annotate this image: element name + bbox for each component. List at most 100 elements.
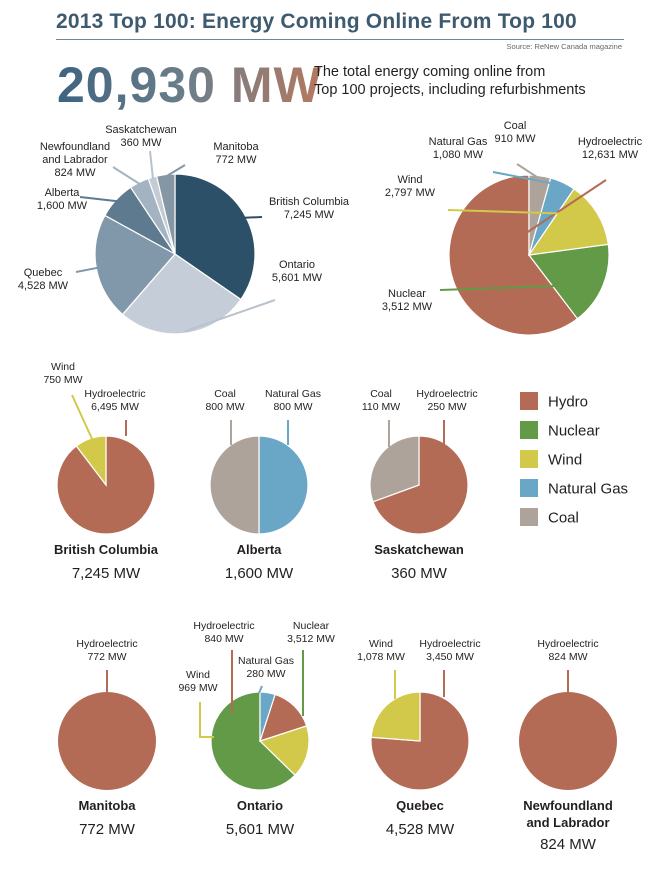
manitoba-slice-hydroelectric [58,692,156,790]
quebec-pie [370,691,470,791]
source-value-coal: 910 MW [495,133,537,145]
province-label-saskatchewan: Saskatchewan [105,124,177,136]
province-label-british-columbia: British Columbia [269,196,350,208]
manitoba-label-hydroelectric: Hydroelectric [76,638,137,650]
province-value-ontario: 5,601 MW [272,272,323,284]
province-label-quebec: Quebec [24,267,63,279]
alberta-slice-coal [209,435,260,535]
source-value-natural-gas: 1,080 MW [433,149,484,161]
province-value-quebec: 4,528 MW [18,280,69,292]
ontario-title: Ontario [237,798,283,813]
manitoba-total: 772 MW [79,821,136,838]
source-label-coal: Coal [504,120,527,132]
saskatchewan-title: Saskatchewan [374,542,464,557]
british-columbia-leader-wind [71,394,94,442]
newfoundland-value-hydroelectric: 824 MW [548,651,587,663]
quebec-total: 4,528 MW [386,821,455,838]
ontario-leader-wind [199,702,214,738]
saskatchewan-total: 360 MW [391,565,448,582]
legend-swatch-wind [520,450,538,468]
saskatchewan-label-coal: Coal [370,388,392,400]
ontario-value-wind: 969 MW [178,682,217,694]
saskatchewan-value-coal: 110 MW [362,401,400,413]
alberta-label-natural-gas: Natural Gas [265,388,321,400]
source-leader-coal [516,163,541,180]
province-leader-alberta [79,196,118,203]
quebec-value-wind: 1,078 MW [357,651,405,663]
british-columbia-value-hydroelectric: 6,495 MW [91,401,139,413]
alberta-label-coal: Coal [214,388,236,400]
saskatchewan-slice-hydroelectric [372,435,469,535]
source-leader-nuclear [439,283,601,291]
british-columbia-label-hydroelectric: Hydroelectric [84,388,145,400]
source-label-nuclear: Nuclear [388,288,426,300]
newfoundland-title-line1: Newfoundland [523,798,613,813]
british-columbia-slice-wind [75,435,107,487]
saskatchewan-pie [369,435,469,535]
ontario-slice-wind [258,725,310,777]
newfoundland-slice-hydroelectric [519,692,617,790]
source-value-wind: 2,797 MW [385,187,436,199]
source-label-hydroelectric: Hydroelectric [578,136,643,148]
source-leader-natural-gas [492,171,562,187]
quebec-slice-hydroelectric [370,691,470,791]
source-slice-hydroelectric [448,174,579,336]
alberta-value-natural-gas: 800 MW [273,401,312,413]
province-leader-saskatchewan [149,150,155,180]
ontario-total: 5,601 MW [226,821,295,838]
quebec-value-hydroelectric: 3,450 MW [426,651,474,663]
province-slice-manitoba [155,173,176,255]
quebec-title: Quebec [396,798,444,813]
saskatchewan-label-hydroelectric: Hydroelectric [416,388,477,400]
quebec-label-hydroelectric: Hydroelectric [419,638,480,650]
saskatchewan-value-hydroelectric: 250 MW [427,401,466,413]
ontario-value-natural-gas: 280 MW [246,668,285,680]
ontario-label-wind: Wind [186,669,210,681]
legend-label-natural-gas: Natural Gas [548,481,628,498]
province-value-alberta: 1,600 MW [37,200,88,212]
province-leader-quebec [75,266,99,273]
province-leader-british-columbia [244,216,263,219]
source-slice-nuclear [527,243,610,320]
source-pie [448,174,610,336]
ontario-leader-natural-gas [258,685,263,694]
quebec-label-wind: Wind [369,638,393,650]
manitoba-value-hydroelectric: 772 MW [87,651,126,663]
page-title: 2013 Top 100: Energy Coming Online From … [56,10,577,33]
alberta-pie [209,435,309,535]
province-value-newfoundland-and-labrador: 824 MW [55,167,97,179]
source-slice-wind [527,188,609,256]
newfoundland-title-line2: and Labrador [526,815,609,830]
british-columbia-value-wind: 750 MW [43,374,82,386]
province-label-ontario: Ontario [279,259,315,271]
quebec-slice-wind [370,691,421,742]
province-label-newfoundland-and-labrador-line2: and Labrador [42,154,108,166]
legend-swatch-coal [520,508,538,526]
legend-label-wind: Wind [548,452,582,469]
source-label-wind: Wind [397,174,422,186]
newfoundland-pie [519,692,617,790]
british-columbia-total: 7,245 MW [72,565,141,582]
total-energy-description: The total energy coming online from Top … [314,63,614,99]
total-energy-figure: 20,930 MW [57,57,322,113]
province-label-alberta: Alberta [45,187,81,199]
legend-swatch-nuclear [520,421,538,439]
ontario-label-hydroelectric: Hydroelectric [193,620,254,632]
province-value-saskatchewan: 360 MW [121,137,163,149]
newfoundland-total: 824 MW [540,836,597,853]
province-leader-newfoundland-and-labrador [112,166,141,186]
source-note: Source: ReNew Canada magazine [506,42,622,51]
alberta-slice-natural-gas [258,435,309,535]
province-label-newfoundland-and-labrador-line1: Newfoundland [40,141,110,153]
province-leader-manitoba [165,164,186,178]
description-line-2: Top 100 projects, including refurbishmen… [314,82,586,98]
legend-label-coal: Coal [548,510,579,527]
province-value-manitoba: 772 MW [216,154,258,166]
legend-label-nuclear: Nuclear [548,423,600,440]
legend-label-hydro: Hydro [548,394,588,411]
title-divider [56,39,624,40]
legend-swatch-hydro [520,392,538,410]
british-columbia-title: British Columbia [54,542,159,557]
ontario-value-nuclear: 3,512 MW [287,633,335,645]
